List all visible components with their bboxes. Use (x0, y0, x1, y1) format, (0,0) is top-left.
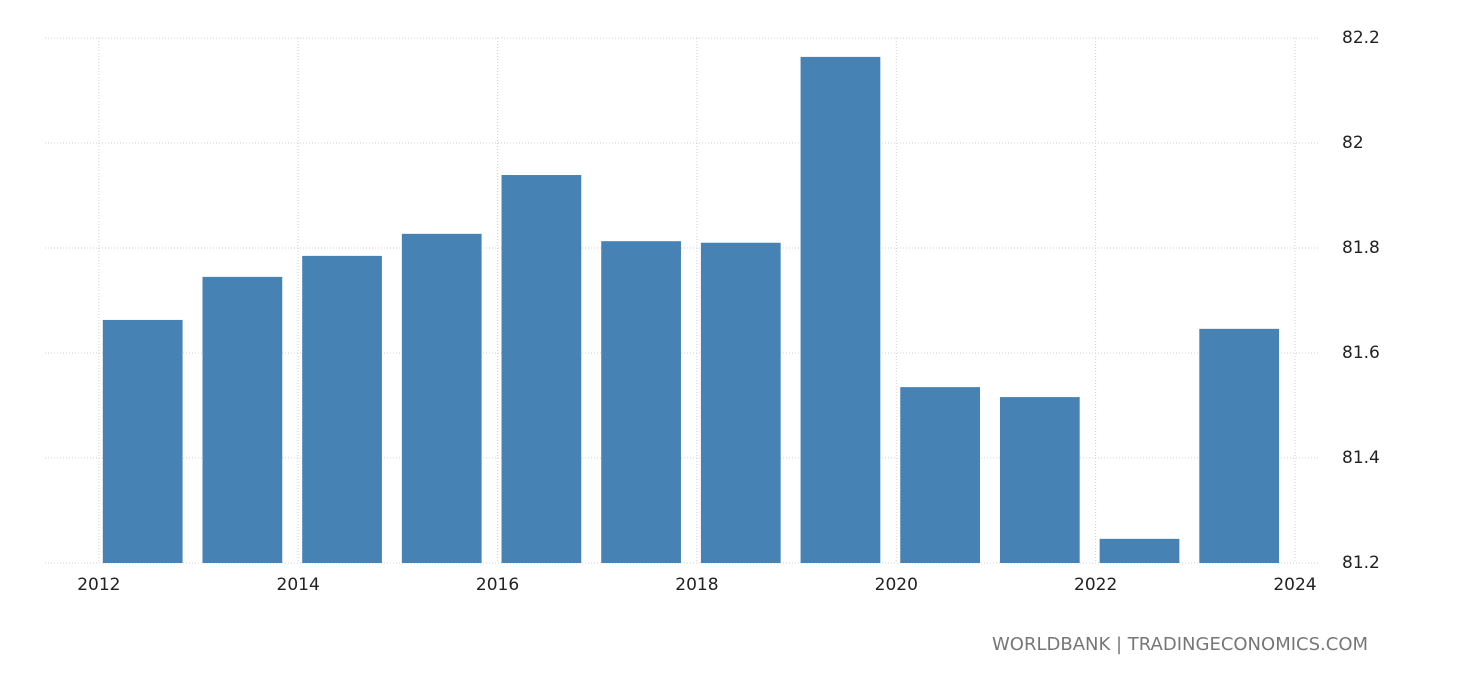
bar (401, 233, 482, 563)
bar (900, 387, 981, 563)
bar (999, 397, 1080, 563)
bar (1099, 538, 1180, 563)
y-tick-label: 82 (1342, 133, 1364, 153)
x-tick-label: 2018 (675, 575, 718, 595)
x-tick-label: 2024 (1273, 575, 1316, 595)
bar (1199, 328, 1280, 563)
bar (601, 241, 681, 564)
source: WORLDBANK | TRADINGECONOMICS.COM (992, 634, 1368, 655)
y-tick-label: 82.2 (1342, 28, 1380, 48)
bar (700, 242, 781, 563)
bar (800, 56, 881, 564)
x-tick-label: 2016 (476, 575, 519, 595)
y-tick-label: 81.2 (1342, 553, 1380, 573)
y-tick-label: 81.4 (1342, 448, 1380, 468)
x-tick-label: 2012 (77, 575, 120, 595)
y-tick-label: 81.8 (1342, 238, 1380, 258)
y-tick-label: 81.6 (1342, 343, 1380, 363)
x-tick-label: 2014 (277, 575, 320, 595)
x-tick-label: 2020 (875, 575, 918, 595)
bar (102, 319, 183, 563)
bar (501, 175, 582, 563)
x-tick-label: 2022 (1074, 575, 1117, 595)
bar (302, 255, 382, 563)
bar (202, 276, 283, 563)
